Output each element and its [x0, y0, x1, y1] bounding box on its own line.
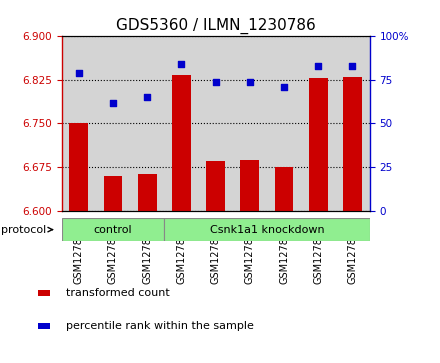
- Point: [178, 61, 185, 67]
- Bar: [164, 218, 370, 241]
- Point: [315, 63, 322, 69]
- Text: percentile rank within the sample: percentile rank within the sample: [66, 321, 253, 331]
- Bar: [275, 167, 293, 211]
- Point: [110, 99, 117, 105]
- Bar: [198, 36, 233, 211]
- Bar: [267, 36, 301, 211]
- Bar: [62, 218, 164, 241]
- Title: GDS5360 / ILMN_1230786: GDS5360 / ILMN_1230786: [116, 17, 315, 33]
- Bar: [335, 36, 370, 211]
- Bar: [343, 77, 362, 211]
- Bar: [38, 323, 50, 329]
- Bar: [130, 36, 164, 211]
- Text: Csnk1a1 knockdown: Csnk1a1 knockdown: [209, 225, 324, 234]
- Point: [246, 79, 253, 85]
- Text: control: control: [94, 225, 132, 234]
- Point: [75, 70, 82, 76]
- Point: [281, 84, 288, 90]
- Bar: [206, 161, 225, 211]
- Bar: [38, 290, 50, 296]
- Bar: [309, 78, 328, 211]
- Bar: [138, 174, 157, 211]
- Bar: [103, 176, 122, 211]
- Text: protocol: protocol: [1, 225, 53, 234]
- Bar: [62, 36, 96, 211]
- Bar: [301, 36, 335, 211]
- Bar: [240, 160, 259, 211]
- Bar: [70, 123, 88, 211]
- Bar: [233, 36, 267, 211]
- Point: [212, 79, 219, 85]
- Text: transformed count: transformed count: [66, 288, 169, 298]
- Bar: [172, 75, 191, 211]
- Bar: [164, 36, 198, 211]
- Point: [143, 94, 150, 100]
- Bar: [96, 36, 130, 211]
- Point: [349, 63, 356, 69]
